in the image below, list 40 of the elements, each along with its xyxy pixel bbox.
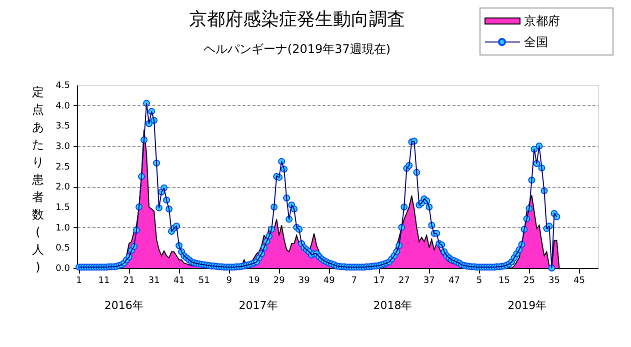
legend-label: 京都府 [524,14,560,28]
y-tick-label: 4.5 [56,81,70,91]
x-tick-label: 15 [498,276,510,286]
x-tick-label: 17 [373,276,385,286]
x-tick-label: 1 [76,276,82,286]
x-tick-label: 7 [351,276,357,286]
y-tick-label: 4.0 [56,101,70,112]
chart-subtitle: ヘルパンギーナ(2019年37週現在) [203,42,391,56]
y-tick-label: 1.5 [56,203,70,213]
y-tick-label: 2.0 [56,182,70,193]
y-tick-label: 2.5 [56,162,70,172]
y-tick-label: 3.0 [56,142,70,152]
x-tick-label: 49 [323,276,336,286]
text: 2018年 [373,299,412,312]
text: 2017年 [238,299,278,312]
text: 定点あたり患者数(人) [32,85,44,274]
x-tick-label: 47 [448,276,460,286]
x-tick-label: 39 [298,276,310,286]
x-tick-label: 35 [548,276,560,286]
x-tick-label: 51 [198,276,210,286]
x-tick-label: 9 [226,276,232,286]
legend-label: 全国 [524,35,548,49]
chart-title: 京都府感染症発生動向調査 [189,9,405,30]
x-tick-label: 29 [273,276,286,286]
y-tick-label: 3.5 [56,122,70,132]
x-tick-label: 41 [173,276,185,286]
x-tick-label: 21 [123,276,135,286]
x-tick-label: 5 [476,276,482,286]
x-tick-label: 37 [423,276,435,286]
text: 2019年 [508,299,547,312]
x-tick-label: 45 [574,276,585,286]
x-tick-label: 25 [523,276,535,286]
text: 2016年 [104,299,144,312]
x-tick-label: 19 [248,276,260,286]
x-tick-label: 11 [98,276,110,286]
x-tick-label: 27 [398,276,410,286]
y-tick-label: 0.0 [56,264,70,274]
y-tick-label: 1.0 [56,223,70,234]
x-tick-label: 31 [148,276,160,286]
y-tick-label: 0.5 [56,244,70,254]
